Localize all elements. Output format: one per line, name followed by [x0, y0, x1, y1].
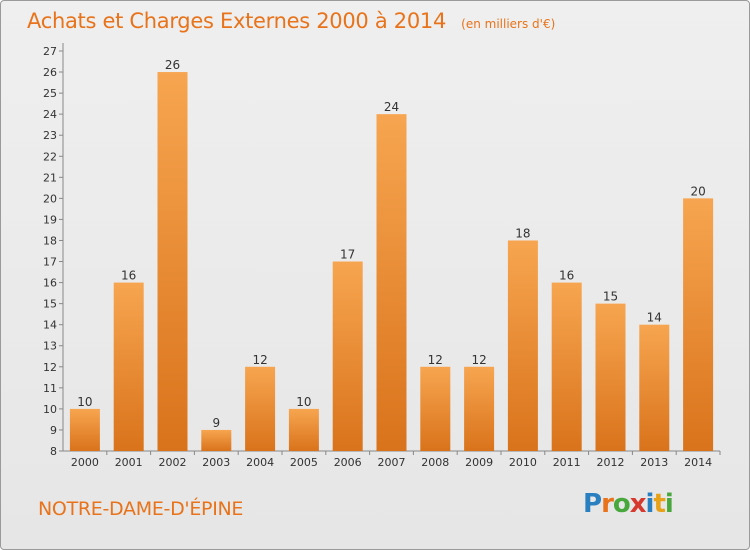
- y-tick-label: 19: [43, 213, 57, 226]
- y-tick-label: 12: [43, 361, 57, 374]
- commune-name: NOTRE-DAME-D'ÉPINE: [38, 498, 244, 520]
- bar-value-label: 12: [428, 353, 443, 367]
- bar-value-label: 16: [559, 269, 574, 283]
- bar: [639, 324, 670, 451]
- x-tick-label: 2012: [597, 456, 625, 469]
- bar: [113, 282, 144, 451]
- chart-title: Achats et Charges Externes 2000 à 2014: [27, 9, 447, 33]
- bar-value-label: 16: [121, 269, 136, 283]
- bar-value-label: 12: [252, 353, 267, 367]
- proxiti-logo: Proxiti: [583, 489, 674, 519]
- y-tick-label: 10: [43, 403, 57, 416]
- logo-letter: t: [653, 489, 665, 519]
- x-tick-label: 2006: [334, 456, 362, 469]
- x-tick-label: 2002: [159, 456, 187, 469]
- bar: [288, 408, 319, 451]
- y-tick-label: 23: [43, 129, 57, 142]
- bar: [507, 240, 538, 451]
- x-tick-label: 2007: [378, 456, 406, 469]
- x-tick-label: 2001: [115, 456, 143, 469]
- y-tick-label: 8: [50, 445, 57, 458]
- x-tick-label: 2003: [202, 456, 230, 469]
- chart-subtitle: (en milliers d'€): [461, 17, 556, 31]
- logo-letter: r: [601, 489, 614, 519]
- bar: [332, 261, 363, 451]
- bar-value-label: 10: [77, 395, 92, 409]
- bar: [157, 72, 188, 451]
- y-tick-label: 17: [43, 256, 57, 269]
- y-tick-label: 18: [43, 234, 57, 247]
- y-tick-label: 14: [43, 319, 57, 332]
- y-tick-label: 15: [43, 298, 57, 311]
- bar-value-label: 18: [515, 226, 530, 240]
- bar: [376, 114, 407, 451]
- bar-value-label: 20: [690, 184, 705, 198]
- bar: [69, 408, 100, 451]
- y-tick-label: 26: [43, 66, 57, 79]
- x-tick-label: 2008: [421, 456, 449, 469]
- bar-value-label: 14: [647, 311, 662, 325]
- bar-value-label: 24: [384, 100, 399, 114]
- y-tick-label: 22: [43, 150, 57, 163]
- bar-value-label: 26: [165, 58, 180, 72]
- plot-area: 8 9 10 11 12 13 14 15 16 17 18 19 20 21 22 23 24 25 26 27 10…: [43, 43, 721, 469]
- bar: [420, 366, 451, 451]
- bar: [595, 303, 626, 451]
- bar: [464, 366, 495, 451]
- x-tick-label: 2005: [290, 456, 318, 469]
- y-tick-label: 13: [43, 340, 57, 353]
- x-tick-label: 2013: [640, 456, 668, 469]
- x-tick-label: 2000: [71, 456, 99, 469]
- bar-value-label: 15: [603, 290, 618, 304]
- bar: [201, 429, 232, 451]
- bar-value-label: 17: [340, 248, 355, 262]
- y-tick-label: 21: [43, 171, 57, 184]
- bar: [551, 282, 582, 451]
- x-tick-label: 2004: [246, 456, 274, 469]
- y-tick-label: 27: [43, 45, 57, 58]
- x-tick-label: 2014: [684, 456, 712, 469]
- y-tick-label: 11: [43, 382, 57, 395]
- y-tick-label: 20: [43, 192, 57, 205]
- x-tick-label: 2011: [553, 456, 581, 469]
- y-tick-label: 25: [43, 87, 57, 100]
- title-row: Achats et Charges Externes 2000 à 2014 (…: [27, 9, 555, 33]
- logo-letter: o: [612, 489, 631, 519]
- bar-value-label: 12: [471, 353, 486, 367]
- bar-value-label: 9: [212, 416, 220, 430]
- bar: [245, 366, 276, 451]
- logo-letter: i: [664, 489, 674, 519]
- x-tick-label: 2010: [509, 456, 537, 469]
- bar: [683, 198, 714, 451]
- y-tick-label: 16: [43, 277, 57, 290]
- logo-letter: x: [629, 489, 647, 519]
- bar-value-label: 10: [296, 395, 311, 409]
- logo-letter: P: [583, 489, 602, 519]
- y-tick-label: 24: [43, 108, 57, 121]
- logo-letter: i: [645, 489, 655, 519]
- x-tick-label: 2009: [465, 456, 493, 469]
- y-tick-label: 9: [50, 424, 57, 437]
